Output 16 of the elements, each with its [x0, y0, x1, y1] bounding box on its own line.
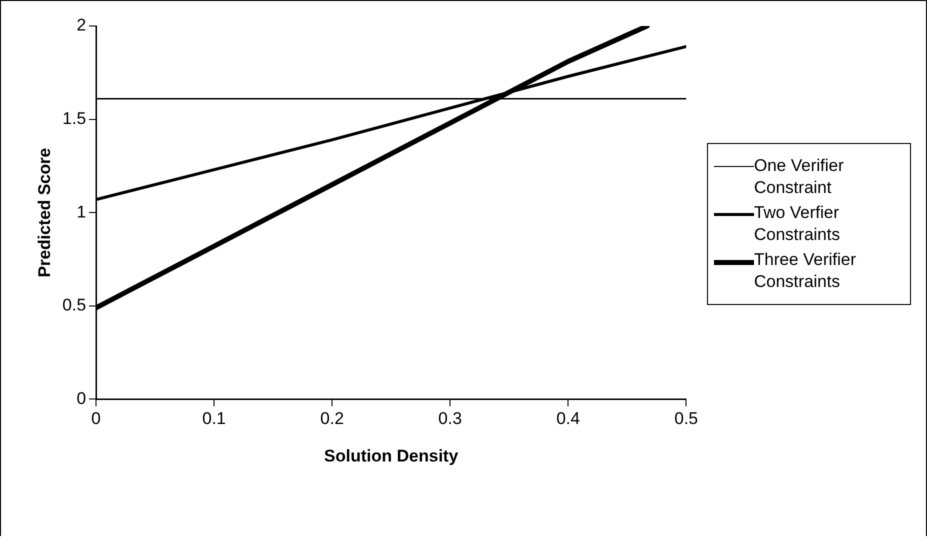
y-tick-label: 0.5 [62, 296, 86, 315]
x-tick-label: 0.1 [202, 409, 226, 428]
x-tick-label: 0.5 [674, 409, 698, 428]
y-tick-label: 2 [76, 16, 86, 35]
y-tick-label: 1.5 [62, 108, 86, 128]
y-tick-label: 1 [76, 202, 86, 222]
x-axis-title: Solution Density [324, 446, 459, 466]
x-tick-label: 0.4 [556, 409, 580, 428]
x-tick-label: 0.2 [320, 409, 344, 428]
legend-label: Two Verfier Constraints [754, 202, 841, 246]
x-tick-label: 0 [91, 409, 101, 428]
y-axis-title: Predicted Score [34, 148, 54, 278]
legend-label: One Verifier Constraint [754, 155, 845, 199]
y-tick-label: 0 [76, 388, 86, 408]
legend-label: Three Verifier Constraints [754, 249, 858, 293]
x-tick-label: 0.3 [438, 409, 462, 428]
